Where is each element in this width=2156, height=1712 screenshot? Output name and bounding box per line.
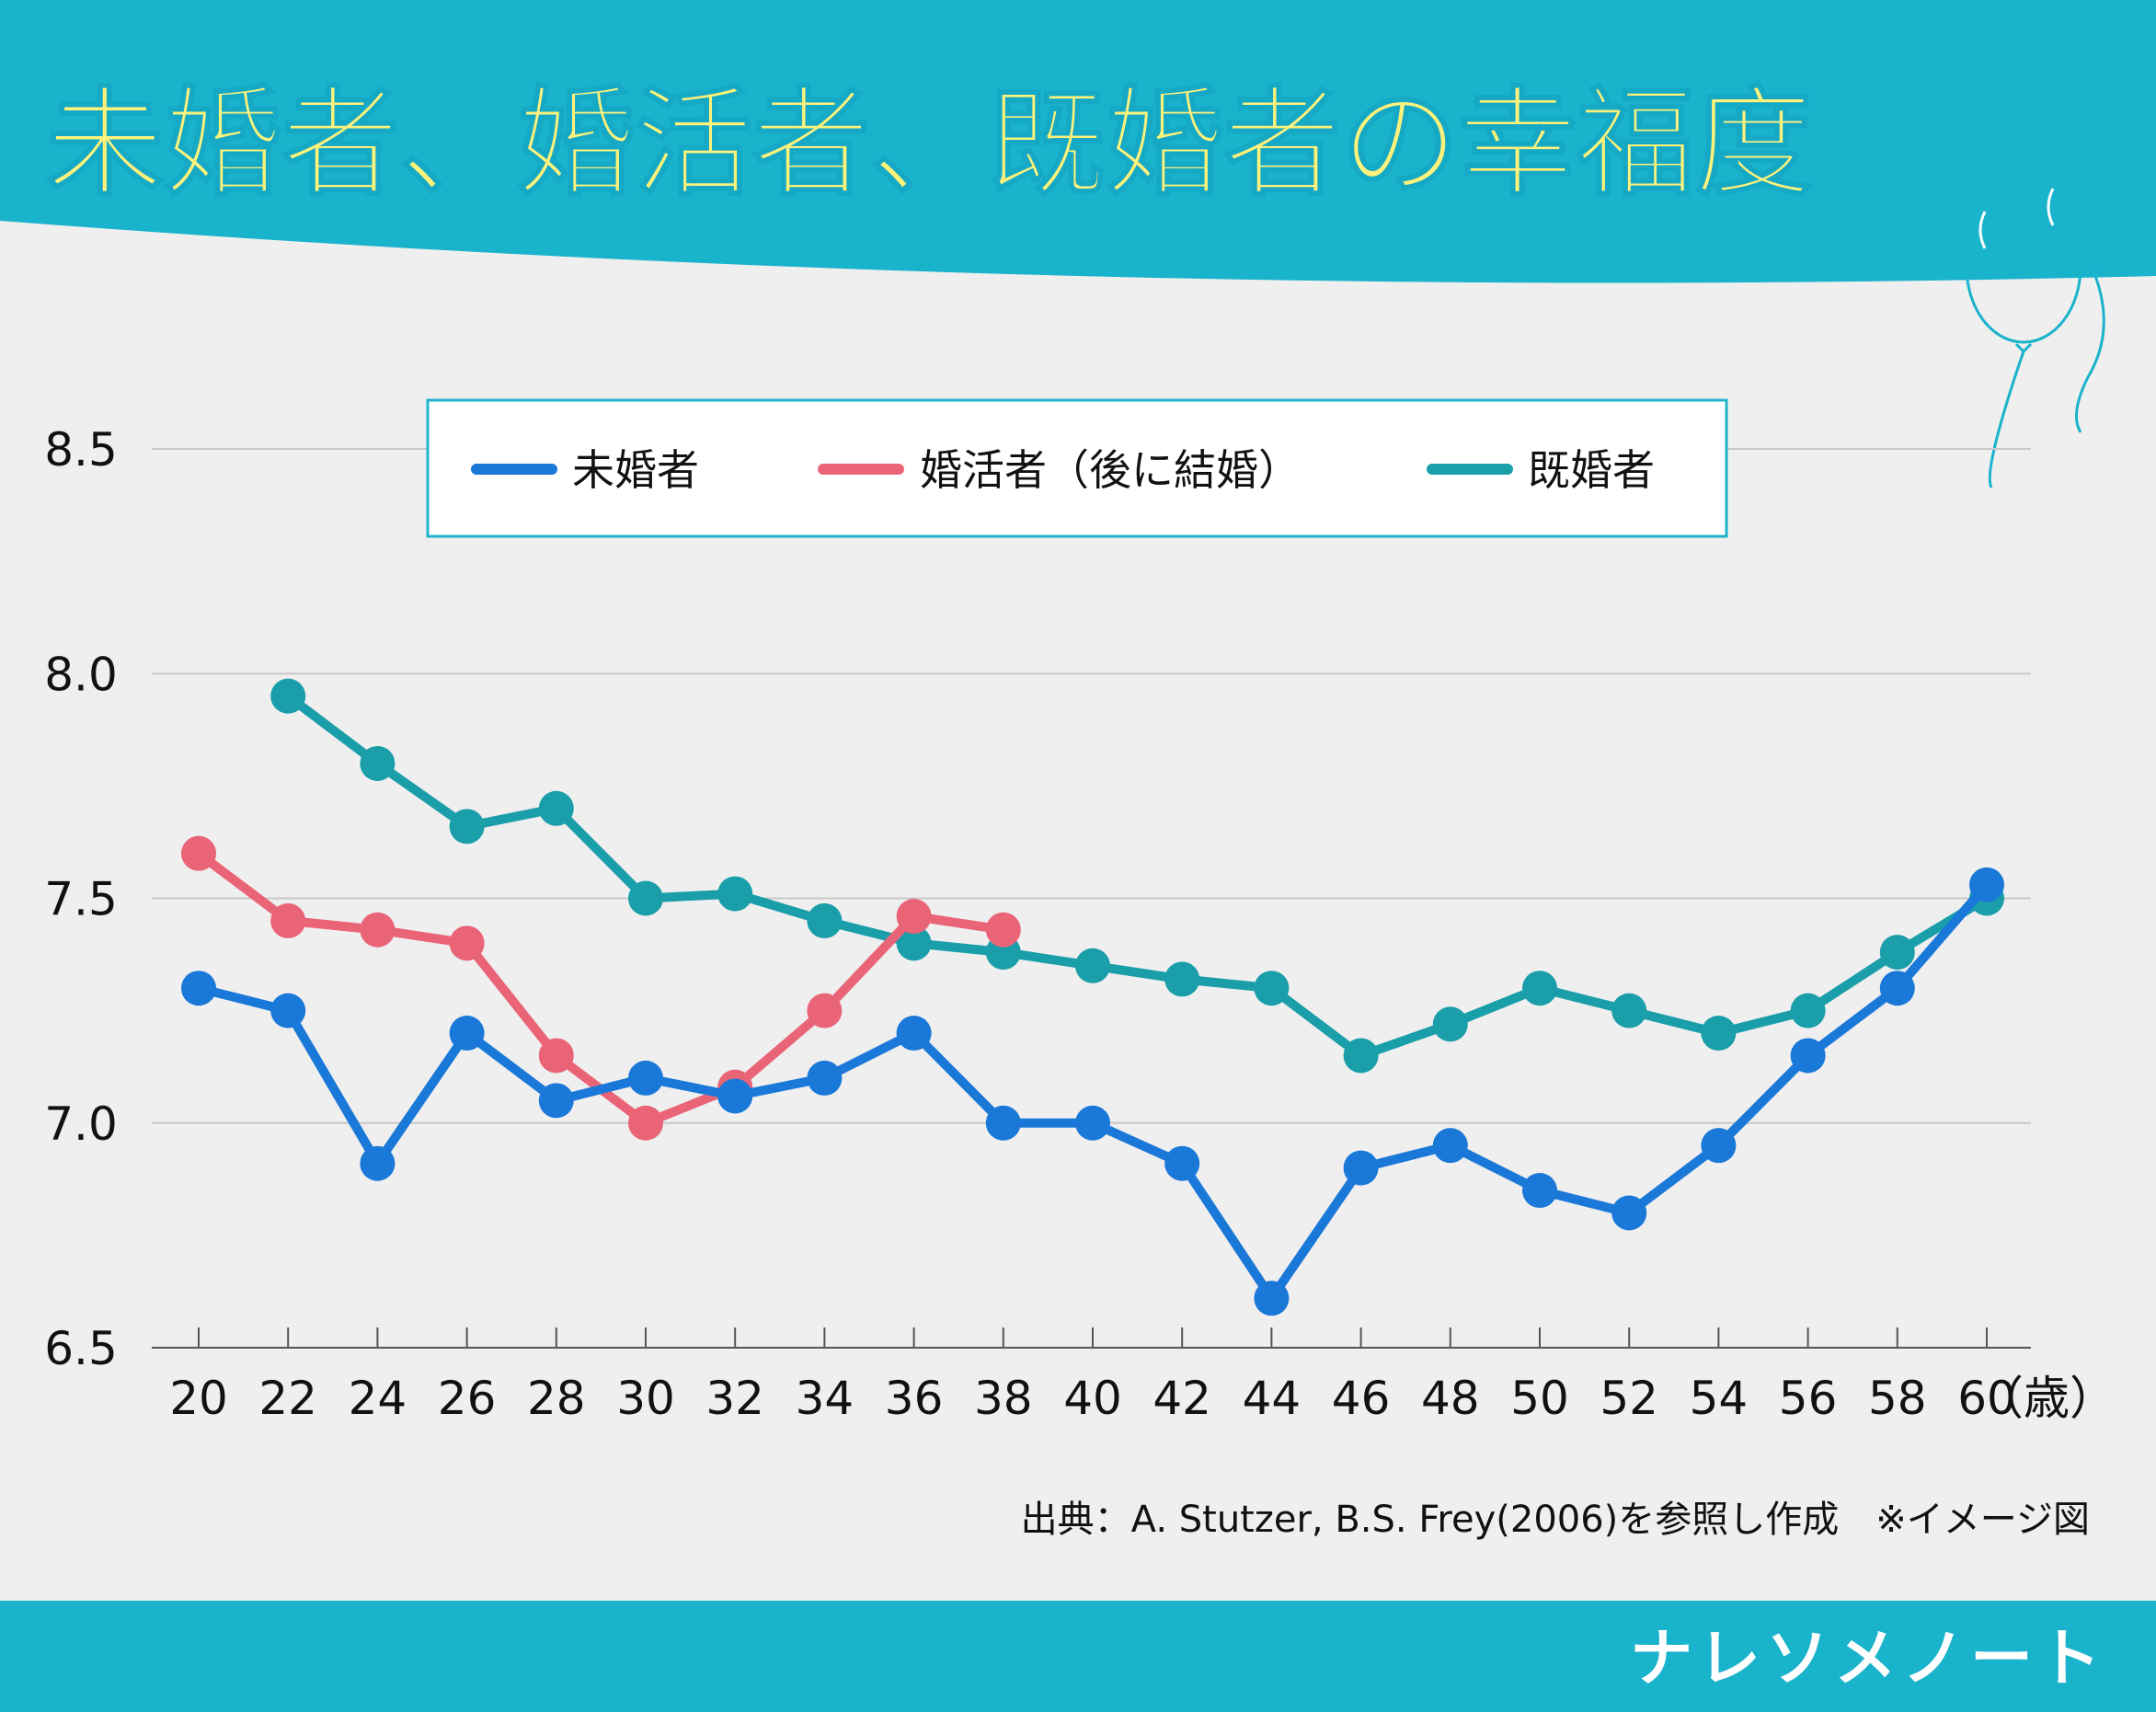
data-point-seeking: [449, 925, 485, 961]
footer-shape: [0, 1601, 2156, 1712]
data-point-unmarried: [1075, 1105, 1110, 1141]
x-tick-label: 46: [1332, 1372, 1391, 1425]
data-point-unmarried: [807, 1060, 843, 1096]
x-tick-label: 30: [616, 1372, 675, 1425]
data-point-married: [449, 809, 485, 845]
y-tick-label: 8.0: [44, 648, 118, 701]
x-tick-label: 48: [1421, 1372, 1480, 1425]
data-point-unmarried: [1611, 1195, 1647, 1231]
data-point-unmarried: [1343, 1150, 1379, 1186]
y-tick-label: 6.5: [44, 1322, 118, 1375]
data-point-seeking: [538, 1038, 574, 1074]
data-point-married: [538, 790, 574, 826]
data-point-unmarried: [181, 971, 216, 1006]
legend-label-seeking: 婚活者（後に結婚）: [920, 445, 1301, 495]
balloon-icon: [1965, 127, 2150, 488]
data-point-married: [270, 678, 306, 714]
x-tick-label: 32: [705, 1372, 764, 1425]
legend-label-unmarried: 未婚者: [572, 445, 699, 495]
data-point-seeking: [896, 899, 932, 935]
x-tick-label: 44: [1243, 1372, 1302, 1425]
source-note: 出典：A. Stutzer, B.S. Frey(2006)を参照し作成 ※イメ…: [1021, 1499, 2090, 1541]
data-point-unmarried: [1701, 1128, 1737, 1164]
data-point-unmarried: [360, 1145, 396, 1181]
data-point-unmarried: [1254, 1281, 1290, 1316]
data-point-unmarried: [896, 1016, 932, 1051]
x-tick-label: 54: [1690, 1372, 1749, 1425]
data-point-seeking: [270, 902, 306, 938]
legend-label-married: 既婚者: [1528, 445, 1655, 495]
data-point-unmarried: [1790, 1038, 1826, 1074]
x-tick-label: 60: [1957, 1372, 2016, 1425]
y-tick-label: 8.5: [44, 423, 118, 477]
data-point-unmarried: [538, 1083, 574, 1119]
chart-title: 未婚者、婚活者、既婚者の幸福度: [46, 75, 1812, 213]
header-banner: 未婚者、婚活者、既婚者の幸福度: [0, 0, 2156, 283]
data-point-unmarried: [985, 1105, 1021, 1141]
x-tick-label: 24: [349, 1372, 407, 1425]
data-point-unmarried: [628, 1060, 663, 1096]
data-point-married: [1701, 1016, 1737, 1051]
series-unmarried: [181, 867, 2004, 1316]
x-tick-label: 22: [258, 1372, 317, 1425]
data-point-married: [1879, 935, 1915, 971]
x-tick-label: 20: [169, 1372, 228, 1425]
x-tick-label: 42: [1153, 1372, 1211, 1425]
data-point-married: [1522, 971, 1557, 1006]
footer-bar: ナレソメノート: [0, 1601, 2156, 1712]
x-tick-label: 50: [1510, 1372, 1569, 1425]
data-point-seeking: [360, 912, 396, 948]
data-point-seeking: [181, 835, 216, 871]
x-tick-label: 36: [885, 1372, 944, 1425]
x-tick-label: 52: [1600, 1372, 1658, 1425]
x-tick-label: 34: [796, 1372, 854, 1425]
brand-logo: ナレソメノート: [1630, 1623, 2106, 1695]
data-point-seeking: [628, 1105, 663, 1141]
x-axis-unit-label: （歳）: [1978, 1372, 2116, 1425]
data-point-married: [360, 745, 396, 781]
data-point-married: [807, 902, 843, 938]
legend: 未婚者 婚活者（後に結婚） 既婚者: [426, 398, 1728, 538]
x-tick-label: 26: [438, 1372, 497, 1425]
x-tick-label: 28: [527, 1372, 586, 1425]
x-tick-label: 58: [1868, 1372, 1927, 1425]
x-tick-label: 38: [974, 1372, 1033, 1425]
data-point-married: [1254, 971, 1290, 1006]
data-point-married: [1164, 961, 1200, 997]
data-point-married: [1432, 1006, 1468, 1042]
data-point-married: [1343, 1038, 1379, 1074]
data-point-seeking: [985, 912, 1021, 948]
series-married: [270, 678, 2004, 1074]
data-point-unmarried: [449, 1016, 485, 1051]
data-point-married: [896, 925, 932, 961]
data-point-married: [717, 876, 753, 912]
header-shape: [0, 0, 2156, 283]
data-point-married: [628, 880, 663, 916]
data-point-unmarried: [1432, 1128, 1468, 1164]
data-point-unmarried: [1879, 971, 1915, 1006]
x-tick-label: 56: [1779, 1372, 1838, 1425]
data-point-unmarried: [1164, 1145, 1200, 1181]
data-point-married: [1790, 993, 1826, 1028]
data-point-unmarried: [270, 993, 306, 1028]
data-point-seeking: [807, 993, 843, 1028]
y-tick-label: 7.5: [44, 873, 118, 926]
data-point-unmarried: [1969, 867, 2004, 902]
x-axis: 20 22 24 26 28 30 32 34 36 38 40 42 44 46 48 50 52 54 56 58…: [152, 1327, 2031, 1425]
y-tick-label: 7.0: [44, 1097, 118, 1151]
x-tick-label: 40: [1063, 1372, 1122, 1425]
y-axis: 6.5 7.0 7.5 8.0 8.5: [44, 423, 118, 1375]
data-point-unmarried: [717, 1078, 753, 1114]
data-point-unmarried: [1522, 1173, 1557, 1209]
data-point-married: [1611, 993, 1647, 1028]
plot-area: [181, 678, 2004, 1316]
data-point-married: [1075, 948, 1110, 983]
